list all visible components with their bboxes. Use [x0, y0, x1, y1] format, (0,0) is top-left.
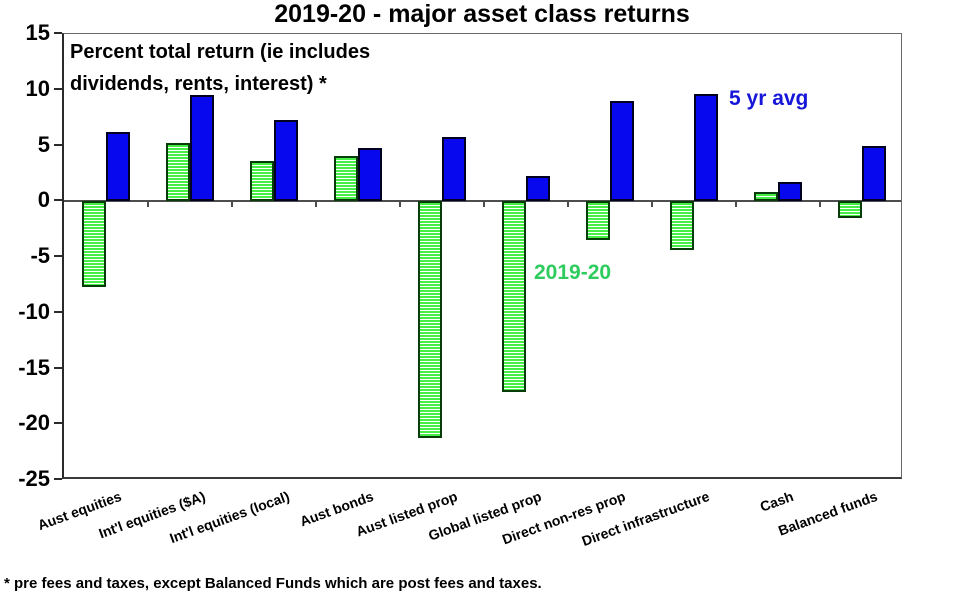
bar-5-yr-avg-cash — [778, 182, 802, 202]
x-axis-tick-mark — [567, 201, 569, 208]
annotation-line-1: Percent total return (ie includes — [70, 41, 371, 63]
bar-5-yr-avg-int-l-equities-a — [190, 95, 214, 202]
y-axis-tick-label: -5 — [30, 243, 50, 268]
y-axis-tick-label: -25 — [18, 466, 50, 491]
bar-5-yr-avg-balanced-funds — [862, 145, 886, 202]
bar-5-yr-avg-global-listed-prop — [526, 175, 550, 202]
y-axis-tick-mark — [54, 310, 62, 313]
y-axis-tick-mark — [54, 199, 62, 202]
y-axis-tick-mark — [54, 366, 62, 369]
y-axis-tick-mark — [54, 87, 62, 90]
y-axis-tick-label: 10 — [25, 75, 50, 101]
x-axis-tick-mark — [399, 201, 401, 208]
footnote: * pre fees and taxes, except Balanced Fu… — [4, 575, 542, 592]
bar-2019-20-aust-bonds — [334, 155, 358, 202]
bar-2019-20-aust-equities — [82, 201, 106, 288]
bar-2019-20-global-listed-prop — [502, 201, 526, 392]
bar-2019-20-direct-non-res-prop — [586, 201, 610, 241]
bar-5-yr-avg-aust-bonds — [358, 147, 382, 202]
x-axis-tick-mark — [819, 201, 821, 208]
plot-area: Percent total return (ie includes divide… — [62, 33, 902, 479]
bar-2019-20-int-l-equities-a — [166, 143, 190, 202]
bar-2019-20-int-l-equities-local — [250, 161, 274, 202]
bar-2019-20-aust-listed-prop — [418, 201, 442, 438]
annotation: Percent total return (ie includes divide… — [70, 36, 370, 100]
y-axis-tick-mark — [54, 32, 62, 34]
x-axis-tick-mark — [735, 201, 737, 208]
series-label-2019-20: 2019-20 — [534, 261, 612, 284]
y-axis-tick-label: -15 — [18, 354, 50, 380]
y-axis-tick-label: -10 — [18, 298, 50, 324]
y-axis-tick-mark — [54, 422, 62, 425]
annotation-line-2: dividends, rents, interest) * — [70, 73, 327, 95]
x-axis-tick-mark — [651, 201, 653, 208]
y-axis-tick-mark — [54, 143, 62, 146]
y-axis-tick-label: 0 — [37, 187, 50, 213]
bar-5-yr-avg-aust-listed-prop — [442, 136, 466, 202]
y-axis-tick-mark — [54, 255, 62, 257]
bar-5-yr-avg-int-l-equities-local — [274, 119, 298, 202]
y-axis-tick-mark — [54, 478, 62, 480]
bar-5-yr-avg-direct-non-res-prop — [610, 100, 634, 202]
y-axis-tick-label: -20 — [18, 410, 50, 436]
y-axis-tick-label: 15 — [25, 20, 50, 45]
chart-title: 2019-20 - major asset class returns — [274, 0, 690, 28]
series-label-5-yr-avg: 5 yr avg — [729, 87, 809, 110]
bar-5-yr-avg-direct-infrastructure — [694, 94, 718, 202]
x-axis-tick-mark — [231, 201, 233, 208]
zero-axis-line — [64, 200, 901, 202]
x-axis-tick-mark — [315, 201, 317, 208]
bar-2019-20-balanced-funds — [838, 201, 862, 218]
x-axis-tick-mark — [147, 201, 149, 208]
bar-2019-20-direct-infrastructure — [670, 201, 694, 251]
bar-2019-20-cash — [754, 192, 778, 202]
bar-5-yr-avg-aust-equities — [106, 132, 130, 202]
x-axis-label-cash: Cash — [757, 488, 796, 515]
x-axis-tick-mark — [483, 201, 485, 208]
y-axis-tick-label: 5 — [37, 131, 50, 157]
